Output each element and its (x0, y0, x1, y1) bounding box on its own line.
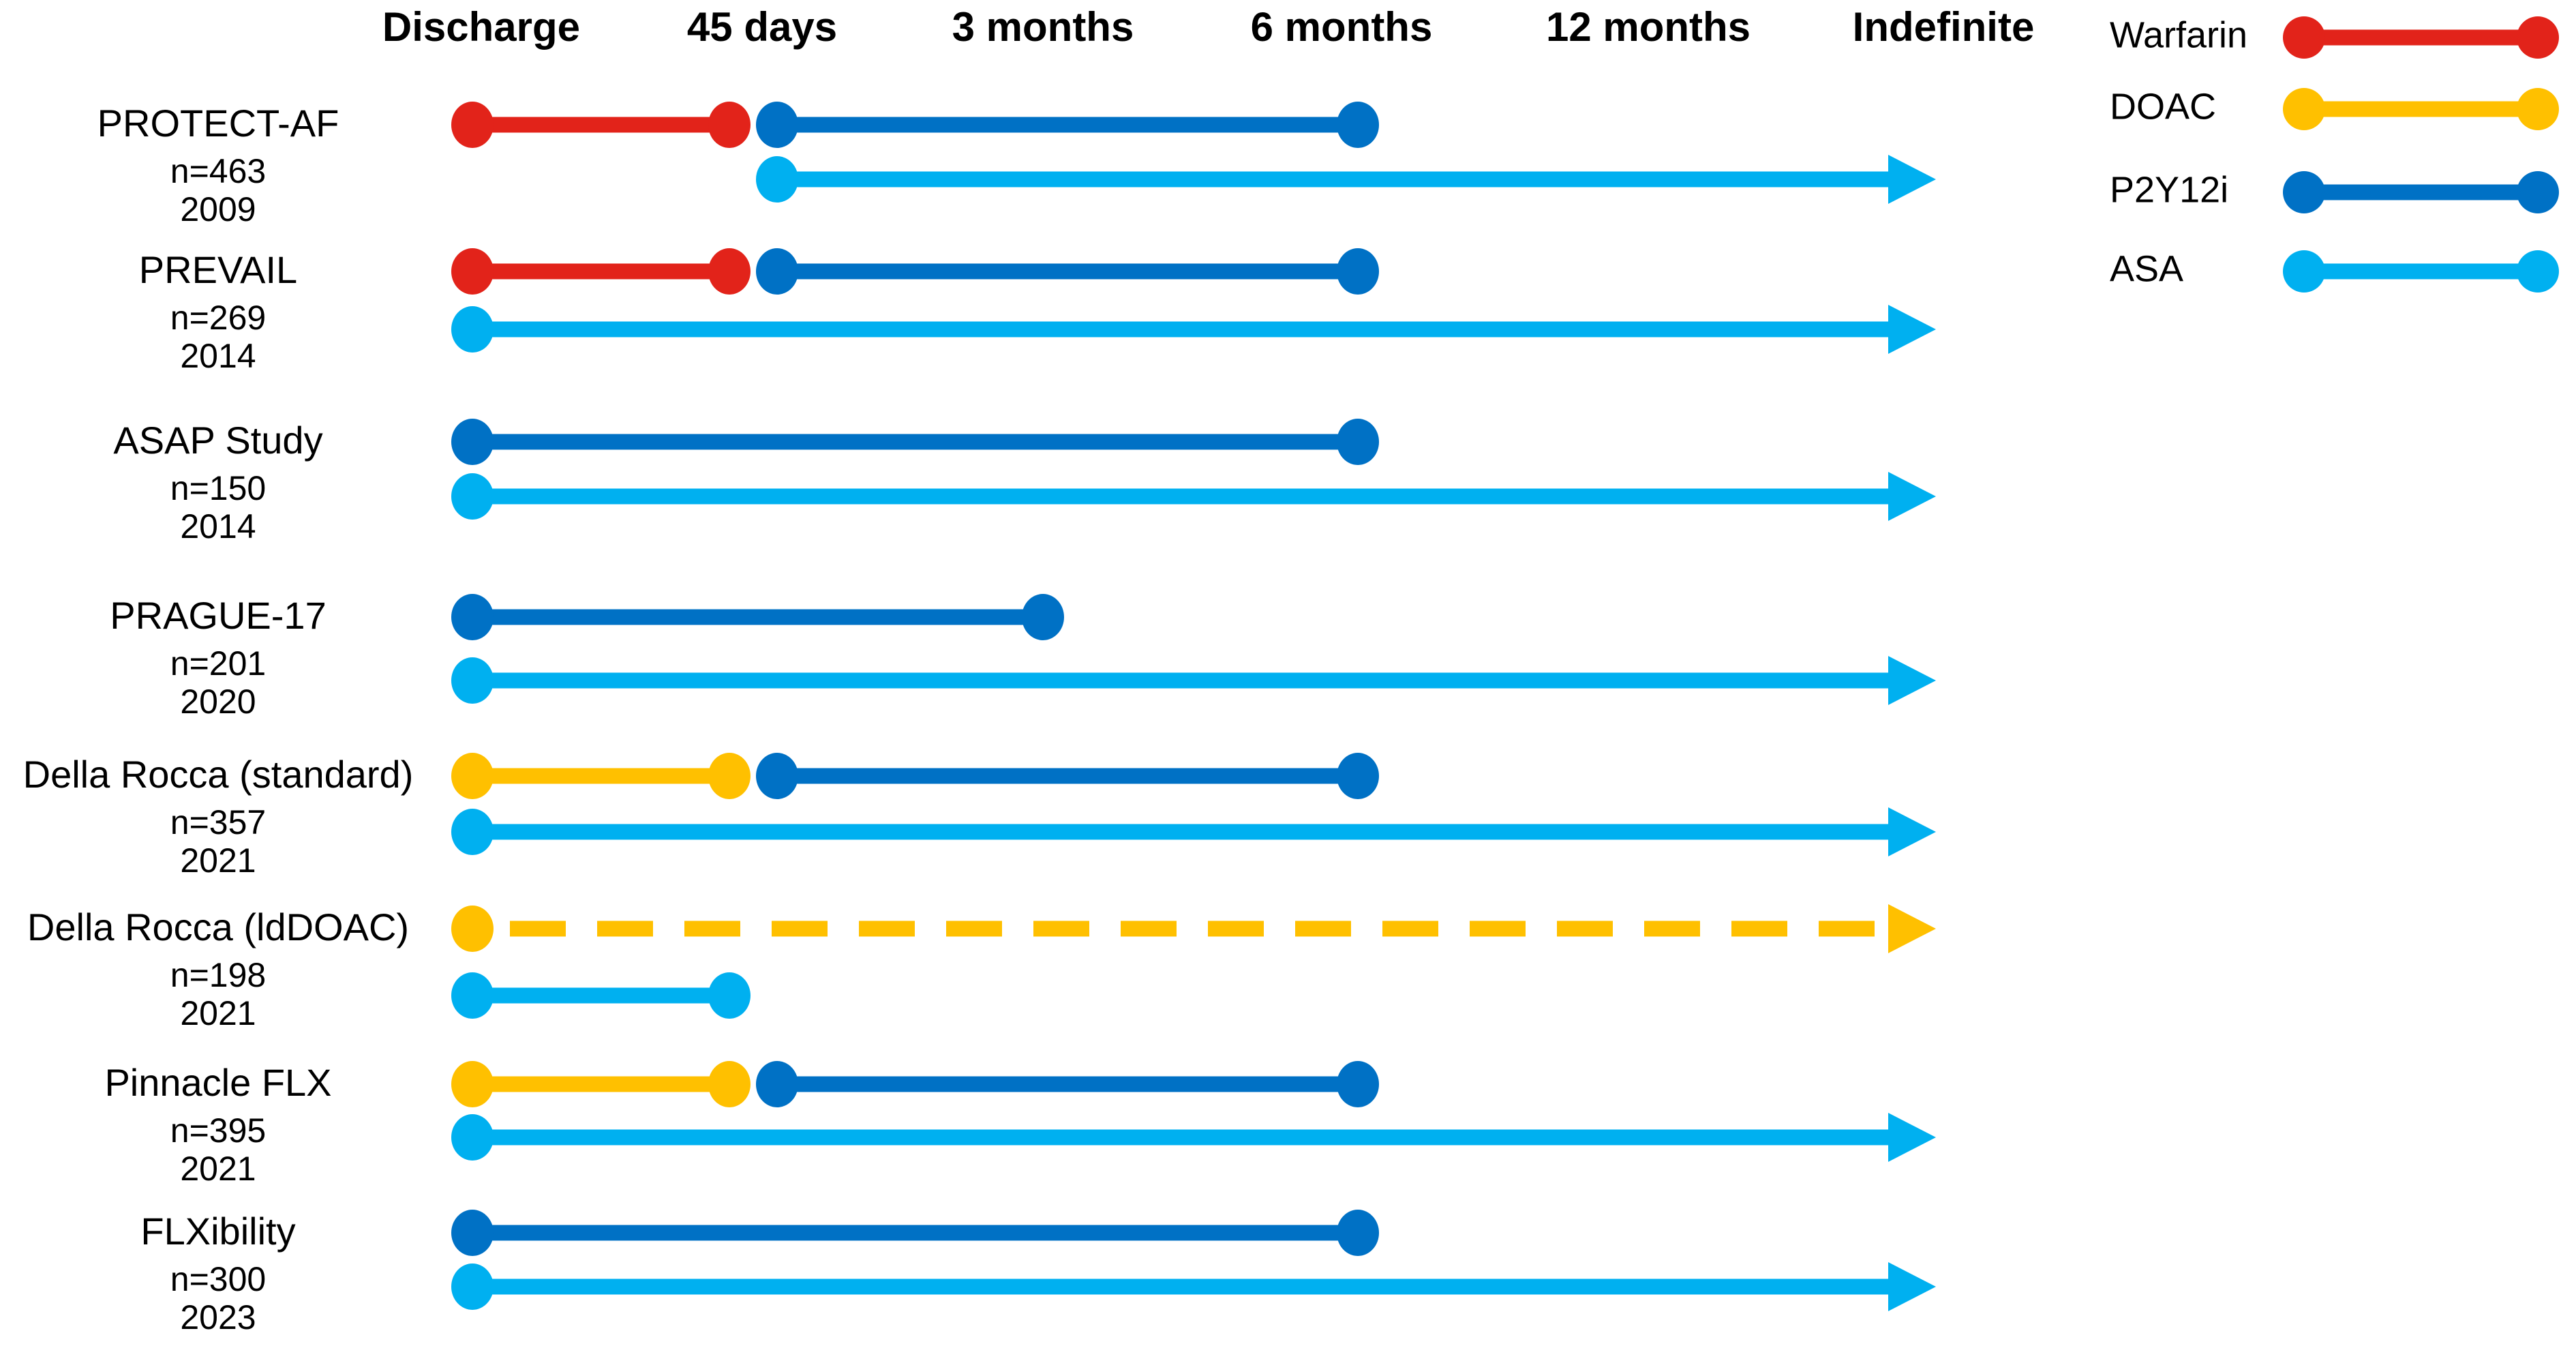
regimen-doac-della-rocca-standard-end-dot (708, 753, 751, 799)
study-enrollment-della-rocca-lddoac: n=198 (170, 956, 266, 994)
regimen-asa-flxibility-arrow-head (1888, 1262, 1936, 1311)
legend-label-asa: ASA (2110, 248, 2183, 289)
study-enrollment-prevail: n=269 (170, 299, 266, 337)
study-year-asap-study: 2014 (180, 507, 256, 545)
time-axis-label-indefinite: Indefinite (1853, 4, 2035, 50)
regimen-asa-protect-af-start-dot (756, 156, 798, 203)
time-axis-label-12-months: 12 months (1546, 4, 1751, 50)
time-axis-label-discharge: Discharge (382, 4, 580, 50)
regimen-doac-della-rocca-lddoac-start-dot (451, 906, 494, 952)
regimen-warfarin-prevail-start-dot (451, 248, 494, 295)
legend-dot-asa (2283, 250, 2325, 293)
time-axis-label-45-days: 45 days (687, 4, 837, 50)
regimen-asa-della-rocca-standard-arrow-head (1888, 807, 1936, 856)
regimen-p2y12i-flxibility-end-dot (1337, 1210, 1379, 1256)
study-enrollment-prague-17: n=201 (170, 644, 266, 683)
study-enrollment-flxibility: n=300 (170, 1260, 266, 1298)
study-year-flxibility: 2023 (180, 1298, 256, 1336)
regimen-asa-flxibility-start-dot (451, 1263, 494, 1310)
regimen-asa-prague-17-start-dot (451, 657, 494, 704)
regimen-p2y12i-protect-af-end-dot (1337, 102, 1379, 148)
study-name-pinnacle-flx: Pinnacle FLX (104, 1061, 331, 1104)
regimen-warfarin-protect-af-end-dot (708, 102, 751, 148)
regimen-p2y12i-della-rocca-standard-start-dot (756, 753, 798, 799)
regimen-p2y12i-prevail-end-dot (1337, 248, 1379, 295)
study-year-della-rocca-lddoac: 2021 (180, 994, 256, 1032)
regimen-asa-pinnacle-flx-arrow-head (1888, 1113, 1936, 1162)
regimen-p2y12i-pinnacle-flx-start-dot (756, 1061, 798, 1107)
study-year-pinnacle-flx: 2021 (180, 1150, 256, 1188)
time-axis-label-3-months: 3 months (952, 4, 1134, 50)
regimen-p2y12i-asap-study-end-dot (1337, 419, 1379, 465)
legend-dot-doac (2517, 88, 2559, 130)
time-axis-label-6-months: 6 months (1251, 4, 1433, 50)
regimen-asa-asap-study-arrow-head (1888, 472, 1936, 521)
study-enrollment-pinnacle-flx: n=395 (170, 1111, 266, 1150)
legend-dot-p2y12i (2283, 171, 2325, 213)
regimen-asa-della-rocca-lddoac-start-dot (451, 972, 494, 1019)
study-enrollment-protect-af: n=463 (170, 152, 266, 190)
study-enrollment-asap-study: n=150 (170, 469, 266, 507)
legend-label-p2y12i: P2Y12i (2110, 169, 2228, 210)
regimen-p2y12i-pinnacle-flx-end-dot (1337, 1061, 1379, 1107)
regimen-doac-della-rocca-standard-start-dot (451, 753, 494, 799)
study-enrollment-della-rocca-standard: n=357 (170, 803, 266, 841)
regimen-doac-pinnacle-flx-end-dot (708, 1061, 751, 1107)
regimen-asa-asap-study-start-dot (451, 473, 494, 520)
regimen-p2y12i-protect-af-start-dot (756, 102, 798, 148)
legend-dot-asa (2517, 250, 2559, 293)
regimen-p2y12i-prague-17-start-dot (451, 594, 494, 640)
study-name-della-rocca-standard: Della Rocca (standard) (23, 753, 414, 796)
legend-dot-warfarin (2517, 16, 2559, 59)
legend-dot-doac (2283, 88, 2325, 130)
regimen-asa-prague-17-arrow-head (1888, 656, 1936, 705)
study-name-protect-af: PROTECT-AF (97, 102, 339, 145)
regimen-p2y12i-flxibility-start-dot (451, 1210, 494, 1256)
regimen-asa-della-rocca-lddoac-end-dot (708, 972, 751, 1019)
study-name-prevail: PREVAIL (139, 248, 297, 291)
regimen-p2y12i-della-rocca-standard-end-dot (1337, 753, 1379, 799)
regimen-warfarin-protect-af-start-dot (451, 102, 494, 148)
study-year-prague-17: 2020 (180, 683, 256, 721)
study-year-prevail: 2014 (180, 337, 256, 375)
regimen-asa-prevail-arrow-head (1888, 305, 1936, 354)
regimen-asa-pinnacle-flx-start-dot (451, 1114, 494, 1161)
study-name-flxibility: FLXibility (140, 1210, 295, 1253)
regimen-asa-protect-af-arrow-head (1888, 155, 1936, 204)
regimen-p2y12i-asap-study-start-dot (451, 419, 494, 465)
legend-label-warfarin: Warfarin (2110, 14, 2247, 55)
regimen-warfarin-prevail-end-dot (708, 248, 751, 295)
regimen-asa-prevail-start-dot (451, 306, 494, 353)
regimen-p2y12i-prevail-start-dot (756, 248, 798, 295)
regimen-doac-pinnacle-flx-start-dot (451, 1061, 494, 1107)
legend-dot-p2y12i (2517, 171, 2559, 213)
regimen-p2y12i-prague-17-end-dot (1022, 594, 1064, 640)
study-name-asap-study: ASAP Study (113, 419, 322, 462)
study-name-della-rocca-lddoac: Della Rocca (ldDOAC) (27, 906, 409, 948)
study-year-protect-af: 2009 (180, 190, 256, 228)
legend-dot-warfarin (2283, 16, 2325, 59)
study-year-della-rocca-standard: 2021 (180, 841, 256, 880)
regimen-asa-della-rocca-standard-start-dot (451, 809, 494, 855)
legend-label-doac: DOAC (2110, 86, 2216, 127)
regimen-doac-della-rocca-lddoac-arrow-head (1888, 904, 1936, 953)
study-name-prague-17: PRAGUE-17 (110, 594, 326, 637)
